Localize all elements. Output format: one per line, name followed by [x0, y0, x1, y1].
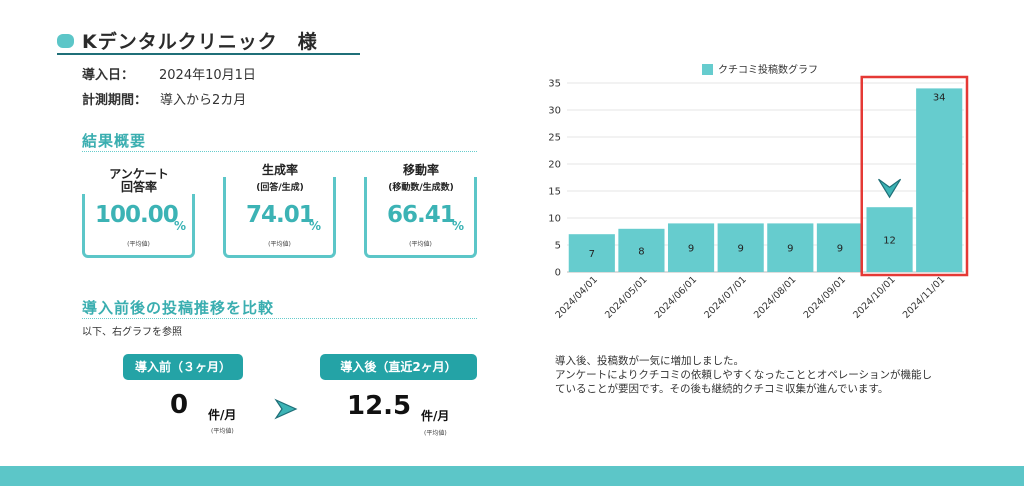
x-tick-label: 2024/08/01: [752, 274, 799, 321]
kpi-unit: %: [309, 219, 322, 233]
kpi-note: (平均値): [268, 241, 291, 248]
summary-heading: 結果概要: [82, 132, 147, 150]
bar-value-label: 9: [837, 244, 843, 255]
bar: [866, 207, 913, 272]
kpi-note: (平均値): [409, 241, 432, 248]
comparison-divider: [82, 318, 477, 319]
bar: [816, 223, 864, 272]
after-value: 12.5: [347, 391, 412, 421]
bar: [916, 88, 963, 273]
title-underline: [57, 53, 360, 55]
bar-value-label: 7: [589, 249, 595, 260]
kpi-subtitle: (回答/生成): [256, 183, 304, 193]
comparison-heading: 導入前後の投稿推移を比較: [82, 299, 275, 317]
x-tick-label: 2024/07/01: [702, 274, 749, 321]
kpi-title: 移動率: [351, 164, 491, 177]
bar: [667, 223, 715, 272]
after-note: (平均値): [424, 430, 447, 437]
x-tick-label: 2024/11/01: [901, 274, 948, 321]
kpi-value: 66.41: [387, 202, 456, 228]
bar-value-label: 9: [688, 244, 694, 255]
after-unit: 件/月: [421, 409, 450, 423]
y-tick-label: 35: [548, 79, 561, 90]
kpi-value: 100.00: [95, 202, 179, 228]
chart-note-line-1: 導入後、投稿数が一気に増加しました。: [555, 355, 744, 367]
x-tick-label: 2024/06/01: [653, 274, 700, 321]
highlight-box: [860, 75, 969, 277]
bar: [618, 228, 665, 272]
after-label-badge: 導入後（直近2ヶ月）: [320, 354, 477, 380]
y-tick-label: 25: [548, 133, 561, 144]
before-unit: 件/月: [208, 408, 237, 422]
summary-divider: [82, 151, 477, 152]
x-tick-label: 2024/05/01: [603, 274, 650, 321]
x-tick-label: 2024/09/01: [802, 274, 849, 321]
bar: [568, 234, 615, 272]
y-tick-label: 20: [548, 160, 561, 171]
footer-bar: [0, 466, 1024, 486]
bar-value-label: 9: [738, 244, 744, 255]
y-tick-label: 5: [555, 241, 561, 252]
bar-value-label: 8: [638, 246, 644, 257]
legend-swatch: [702, 64, 713, 75]
y-tick-label: 10: [548, 214, 561, 225]
period-value: 導入から2カ月: [160, 93, 247, 108]
x-tick-label: 2024/04/01: [553, 274, 600, 321]
kpi-note: (平均値): [127, 241, 150, 248]
x-tick-label: 2024/10/01: [851, 274, 898, 321]
kpi-unit: %: [174, 219, 187, 233]
title-marker-icon: [57, 34, 74, 48]
bar-value-label: 12: [883, 236, 896, 247]
chart-note-line-2: アンケートによりクチコミの依頼しやすくなったこととオペレーションが機能し: [555, 369, 933, 381]
intro-date-label: 導入日：: [82, 68, 135, 83]
chart-note-line-3: ていることが要因です。その後も継続的クチコミ収集が進んでいます。: [555, 383, 889, 395]
y-tick-label: 0: [555, 268, 561, 279]
before-value: 0: [170, 390, 189, 420]
review-count-chart: クチコミ投稿数グラフ 0 5 10 15 20 25 30 35 7 8 9 9 9 9 12 34 202…: [548, 63, 969, 321]
bar: [767, 223, 814, 272]
before-note: (平均値): [211, 428, 234, 435]
bar-value-label: 34: [933, 92, 946, 103]
arrow-right-icon: [274, 398, 298, 420]
before-label-badge: 導入前（３ヶ月）: [123, 354, 243, 380]
intro-date-value: 2024年10月1日: [159, 68, 256, 83]
bar-value-label: 9: [787, 244, 793, 255]
comparison-subtext: 以下、右グラフを参照: [82, 327, 182, 338]
bar: [717, 223, 764, 272]
kpi-unit: %: [452, 219, 465, 233]
period-label: 計測期間：: [82, 93, 148, 108]
kpi-value: 74.01: [246, 202, 315, 228]
chevron-down-icon: [878, 178, 902, 199]
y-tick-label: 15: [548, 187, 561, 198]
y-tick-label: 30: [548, 106, 561, 117]
kpi-title: アンケート 回答率: [69, 168, 209, 194]
kpi-subtitle: (移動数/生成数): [388, 183, 454, 193]
chart-legend: クチコミ投稿数グラフ: [702, 63, 818, 76]
page-title: Kデンタルクリニック 様: [82, 31, 318, 53]
legend-label: クチコミ投稿数グラフ: [718, 63, 818, 76]
kpi-title: 生成率: [210, 164, 350, 177]
